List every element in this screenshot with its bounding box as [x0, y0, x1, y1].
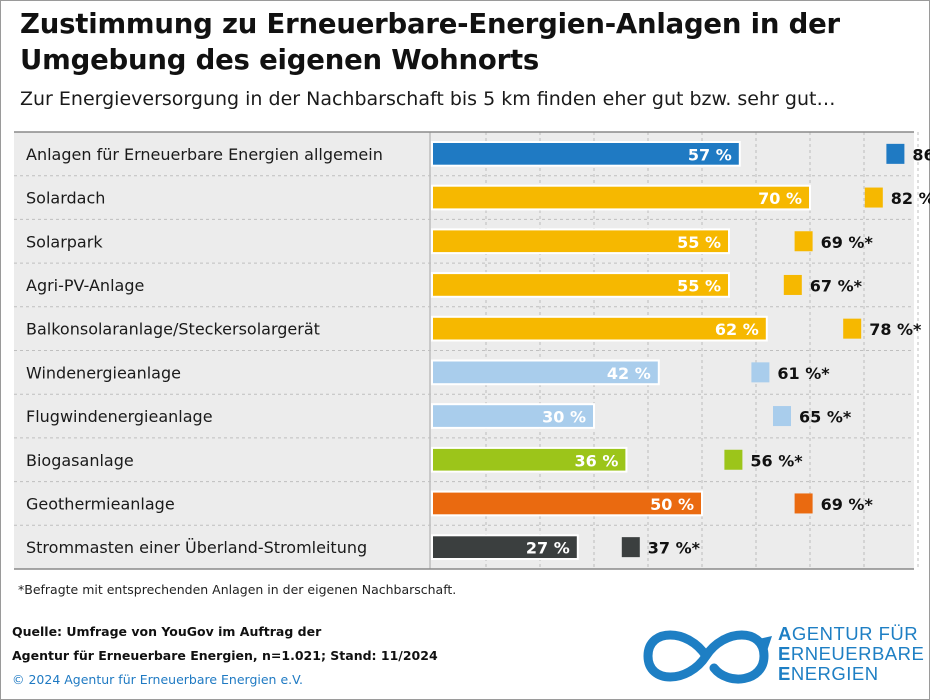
bar-value-label: 55 %: [677, 233, 721, 252]
bar-value-label: 55 %: [677, 276, 721, 295]
chart-subtitle: Zur Energieversorgung in der Nachbarscha…: [20, 88, 836, 110]
bar-value-label: 42 %: [607, 364, 651, 383]
marker-value-label: 69 %*: [821, 233, 874, 252]
bar-value-label: 50 %: [650, 495, 694, 514]
bar-value-label: 27 %: [526, 539, 570, 558]
bar: [431, 359, 660, 386]
category-label: Windenergieanlage: [26, 363, 181, 382]
bar-value-label: 36 %: [575, 451, 619, 470]
bar: [431, 446, 628, 473]
bar: [431, 272, 730, 298]
marker: [751, 362, 770, 383]
bar: [431, 403, 595, 429]
source-line-2: Agentur für Erneuerbare Energien, n=1.02…: [12, 648, 438, 663]
bar-value-label: 62 %: [715, 320, 759, 339]
marker: [794, 493, 813, 514]
marker: [843, 318, 862, 339]
bar-value-label: 30 %: [542, 408, 586, 427]
infinity-arrow-icon: [643, 630, 772, 684]
category-label: Geothermieanlage: [26, 494, 175, 513]
category-label: Solardach: [26, 189, 105, 208]
marker-value-label: 37 %*: [648, 539, 701, 558]
bar: [431, 315, 768, 342]
bar: [431, 534, 579, 560]
marker: [886, 143, 905, 164]
copyright: © 2024 Agentur für Erneuerbare Energien …: [12, 672, 304, 687]
marker: [794, 231, 813, 252]
marker-value-label: 78 %*: [869, 320, 922, 339]
marker: [864, 187, 883, 208]
marker-value-label: 82 %*: [891, 189, 930, 208]
marker-value-label: 69 %*: [821, 495, 874, 514]
category-label: Biogasanlage: [26, 451, 134, 470]
marker-value-label: 65 %*: [799, 408, 852, 427]
bar-value-label: 57 %: [688, 145, 732, 164]
marker-value-label: 86 %*: [912, 145, 930, 164]
bar: [431, 184, 811, 211]
marker-value-label: 56 %*: [750, 451, 803, 470]
marker-value-label: 67 %*: [810, 276, 863, 295]
category-label: Agri-PV-Anlage: [26, 276, 144, 295]
bar: [431, 228, 730, 255]
marker: [724, 449, 743, 470]
category-label: Anlagen für Erneuerbare Energien allgeme…: [26, 145, 383, 164]
logo-text: AGENTUR FÜR ERNEUERBARE ENERGIEN: [778, 623, 925, 684]
category-label: Strommasten einer Überland-Stromleitung: [26, 538, 367, 557]
bar-value-label: 70 %: [758, 189, 802, 208]
category-label: Flugwindenergieanlage: [26, 407, 213, 426]
bar-chart: Anlagen für Erneuerbare Energien allgeme…: [14, 131, 930, 570]
category-label: Balkonsolaranlage/Steckersolargerät: [26, 320, 320, 339]
footnote: *Befragte mit entsprechenden Anlagen in …: [18, 582, 457, 597]
bar: [431, 141, 741, 167]
marker: [783, 274, 802, 295]
marker-value-label: 61 %*: [777, 364, 830, 383]
bar: [431, 490, 703, 517]
marker: [773, 406, 791, 427]
marker: [621, 537, 640, 558]
chart-title: Zustimmung zu Erneuerbare-Energien-Anlag…: [20, 8, 840, 76]
source-line-1: Quelle: Umfrage von YouGov im Auftrag de…: [12, 624, 322, 639]
category-label: Solarpark: [26, 232, 103, 251]
